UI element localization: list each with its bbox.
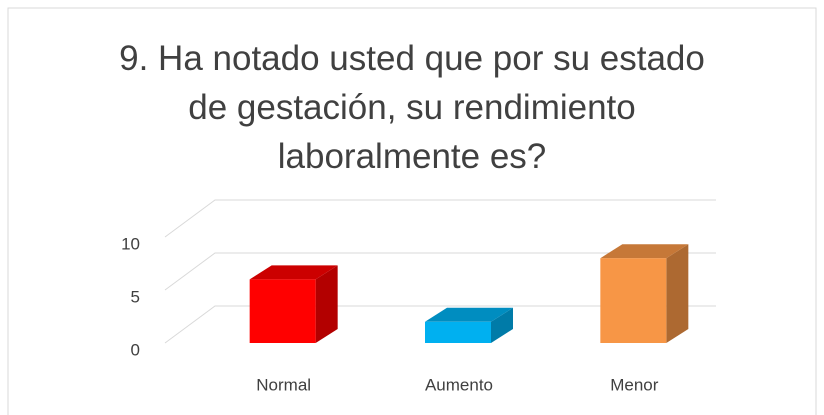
y-tick-label: 10 xyxy=(121,234,140,253)
grid-line xyxy=(164,252,716,291)
grid-line xyxy=(164,199,716,238)
y-tick-label: 0 xyxy=(131,340,140,359)
x-tick-label: Aumento xyxy=(425,375,493,394)
bar-top xyxy=(600,244,689,259)
bar-side xyxy=(315,265,338,343)
bar xyxy=(600,258,667,343)
bar-top xyxy=(249,265,338,280)
chart-title: 9. Ha notado usted que por su estado de … xyxy=(119,39,705,176)
bar-side xyxy=(666,244,689,343)
frame xyxy=(7,7,817,415)
bar xyxy=(249,279,316,343)
bar-top xyxy=(425,307,513,322)
x-tick-label: Normal xyxy=(256,375,311,394)
y-tick-label: 5 xyxy=(131,287,140,306)
bar xyxy=(425,321,491,343)
grid-line xyxy=(164,305,716,344)
bar-side xyxy=(491,307,513,343)
x-tick-label: Menor xyxy=(610,375,659,394)
